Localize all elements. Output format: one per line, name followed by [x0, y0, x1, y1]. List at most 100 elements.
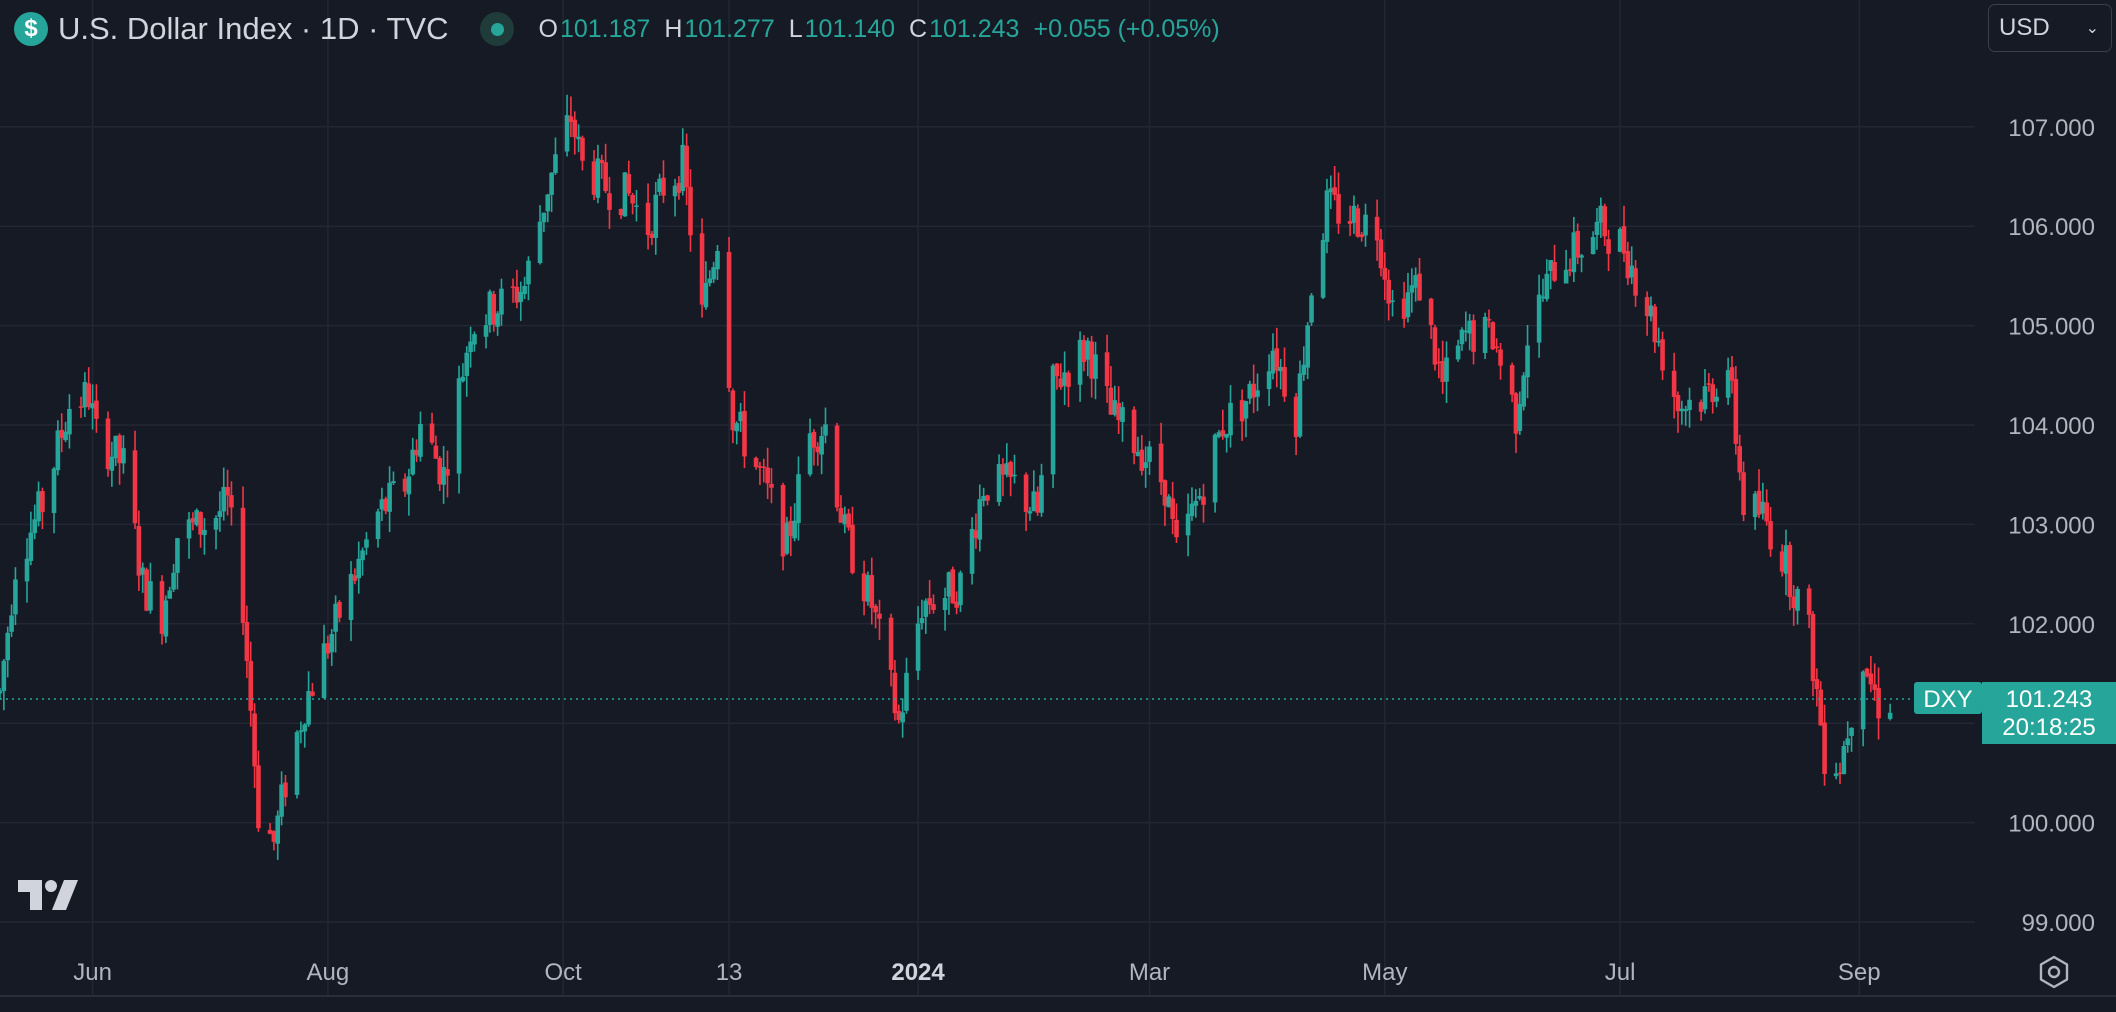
candle-body	[1702, 386, 1708, 410]
candle-body	[954, 601, 959, 608]
candle-body	[0, 690, 3, 694]
candle-body	[252, 713, 257, 767]
candle-body	[923, 600, 929, 617]
candle-body	[1729, 367, 1735, 381]
candle-body	[1054, 363, 1060, 377]
candle-body	[796, 474, 801, 523]
candle-body	[1594, 221, 1600, 235]
candle-body	[958, 572, 963, 606]
candle-body	[1868, 673, 1874, 685]
candle-body	[1166, 496, 1172, 508]
candle-body	[1278, 366, 1283, 372]
candle-body	[1189, 503, 1195, 517]
candle-body	[630, 194, 635, 204]
candle-body	[51, 468, 57, 513]
candle-body	[28, 532, 34, 561]
candle-body	[734, 423, 740, 432]
candle-body	[267, 829, 273, 834]
candle-body	[271, 831, 277, 842]
candle-body	[1320, 240, 1326, 298]
candle-body	[931, 604, 936, 610]
price-axis-tick-label: 102.000	[2008, 612, 2095, 639]
price-axis[interactable]: 107.000 106.000 105.000 104.000 103.000 102.0…	[2008, 115, 2095, 937]
candle-body	[1814, 679, 1820, 690]
candle-body	[410, 449, 416, 475]
candle-body	[892, 672, 898, 714]
candle-body	[1432, 327, 1438, 365]
candle-body	[1467, 320, 1472, 334]
candle-body	[757, 466, 763, 468]
candle-body	[869, 575, 875, 608]
time-axis-tick-label: May	[1362, 959, 1407, 986]
candle-body	[603, 162, 608, 192]
candle-body	[514, 286, 520, 303]
candle-body	[618, 208, 624, 216]
candle-body	[1656, 341, 1661, 343]
candle-body	[1625, 250, 1631, 279]
candle-body	[140, 567, 146, 575]
symbol-title[interactable]: U.S. Dollar Index · 1D · TVC	[58, 11, 449, 46]
candle-body	[711, 267, 716, 280]
candle-body	[132, 450, 138, 524]
candle-body	[1833, 773, 1839, 777]
candle-body	[684, 145, 689, 188]
candle-body	[1818, 689, 1824, 726]
candle-body	[1760, 501, 1766, 514]
candle-body	[1617, 229, 1623, 252]
candle-body	[707, 278, 713, 284]
candle-body	[1621, 226, 1627, 254]
candle-body	[90, 403, 95, 409]
candle-body	[1305, 325, 1310, 368]
candle-body	[846, 513, 851, 528]
candle-body	[1552, 261, 1557, 281]
candle-body	[1845, 738, 1851, 746]
candle-body	[221, 486, 227, 512]
candle-body	[333, 603, 338, 632]
last-price-label: 101.243	[2006, 686, 2093, 713]
candle-body	[1413, 275, 1418, 288]
candle-body	[946, 572, 952, 597]
candle-body	[1710, 384, 1715, 403]
candle-body	[634, 205, 639, 207]
settings-gear-icon[interactable]	[2036, 954, 2072, 990]
candle-body	[1849, 727, 1854, 736]
candle-body	[545, 194, 551, 212]
candle-body	[1675, 395, 1681, 412]
candle-body	[1050, 365, 1056, 475]
candle-body	[715, 251, 720, 270]
candle-body	[105, 418, 111, 470]
candle-body	[1540, 296, 1546, 299]
candle-body	[1309, 295, 1314, 323]
currency-select[interactable]: USD ⌄	[1988, 4, 2112, 52]
candle-body	[1297, 373, 1303, 437]
time-axis[interactable]: Jun Aug Oct 13 2024 Mar May Jul Sep	[73, 959, 1880, 986]
candle-body	[283, 782, 288, 798]
candle-body	[1336, 194, 1341, 224]
candle-body	[1428, 298, 1434, 326]
candle-body	[568, 116, 574, 122]
candle-body	[788, 520, 794, 536]
candle-body	[792, 520, 797, 539]
candle-body	[873, 606, 878, 613]
price-axis-tick-label: 103.000	[2008, 512, 2095, 539]
candle-body	[522, 286, 527, 295]
candle-body	[576, 136, 581, 140]
candle-body	[811, 431, 817, 448]
candle-body	[414, 449, 419, 456]
candle-body	[591, 161, 597, 195]
high-value: 101.277	[684, 14, 775, 43]
candle-body	[1768, 521, 1773, 550]
candle-body	[1864, 668, 1870, 677]
candle-body	[888, 617, 894, 670]
tradingview-logo-icon[interactable]	[18, 880, 80, 914]
low-value: 101.140	[804, 14, 896, 43]
candle-body	[657, 178, 662, 192]
ohlc-values: O 101.187 H 101.277 L 101.140 C 101.243 +0.0…	[538, 15, 1219, 44]
candle-body	[1698, 402, 1704, 412]
candle-body	[9, 615, 14, 632]
candle-body	[329, 634, 335, 653]
candle-body	[780, 484, 786, 557]
candle-body	[483, 325, 489, 337]
candle-body	[699, 233, 705, 305]
